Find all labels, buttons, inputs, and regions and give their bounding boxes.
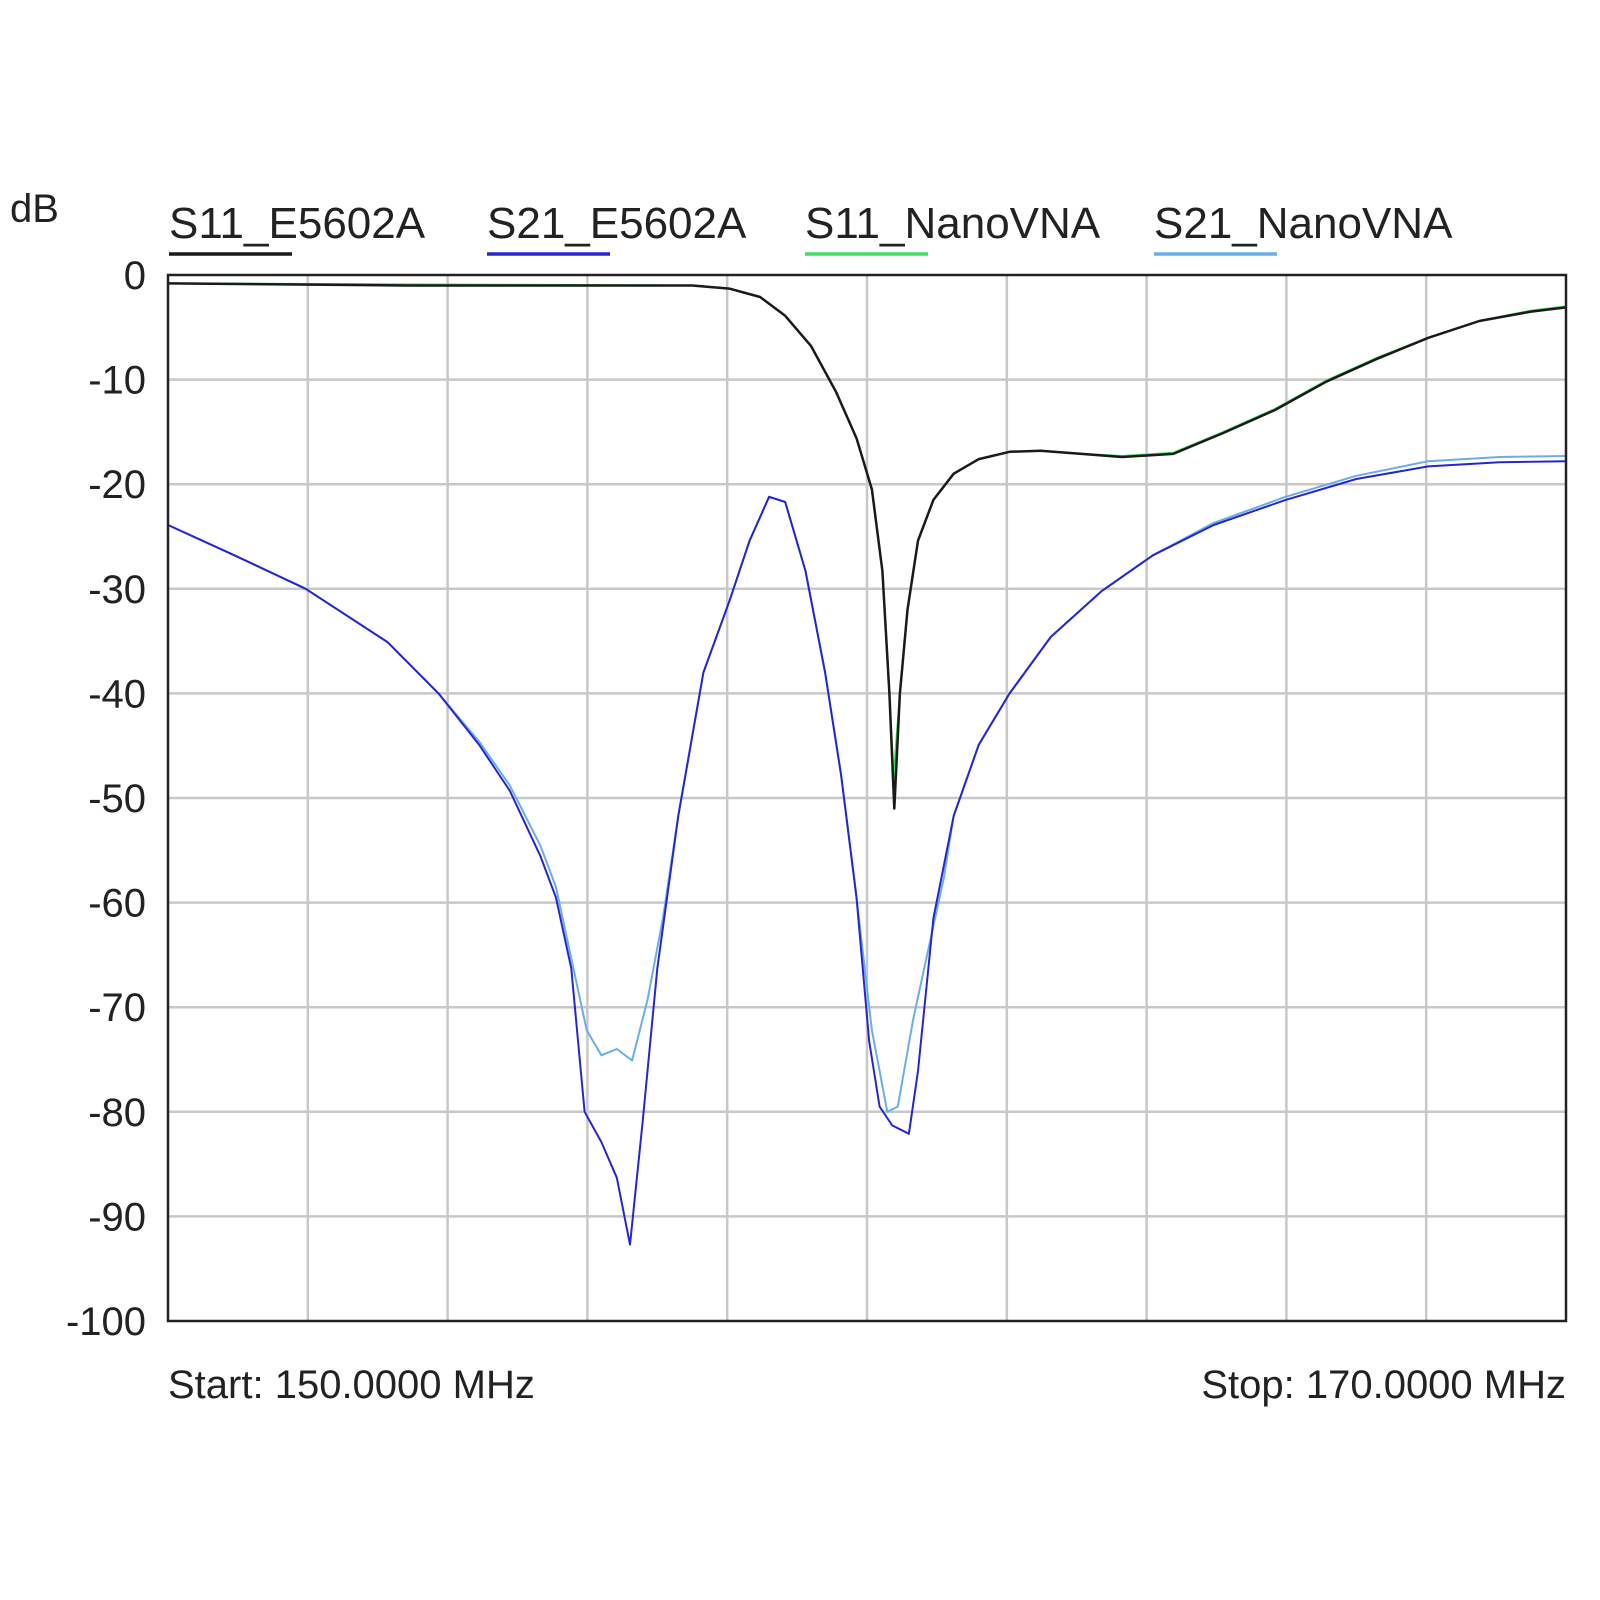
y-tick-label: 0 — [124, 254, 146, 298]
legend-label: S21_E5602A — [487, 199, 747, 248]
y-axis-label: dB — [10, 187, 59, 231]
start-frequency-label: Start: 150.0000 MHz — [168, 1363, 535, 1407]
y-tick-label: -80 — [88, 1091, 146, 1135]
legend: S11_E5602A S21_E5602A S11_NanoVNA S21_NanoV… — [169, 199, 1453, 256]
y-tick-label: -50 — [88, 777, 146, 821]
y-tick-labels: 0 -10 -20 -30 -40 -50 -60 -70 -80 -90 -100 — [66, 254, 146, 1344]
legend-label: S11_E5602A — [169, 199, 426, 248]
y-tick-label: -90 — [88, 1195, 146, 1239]
y-tick-label: -100 — [66, 1300, 146, 1344]
plot-frame — [166, 273, 1568, 1323]
legend-label: S11_NanoVNA — [805, 199, 1101, 248]
y-tick-label: -30 — [88, 568, 146, 612]
series-lines — [167, 282, 1567, 1246]
y-tick-label: -60 — [88, 882, 146, 926]
legend-item: S11_E5602A — [169, 199, 426, 256]
legend-item: S21_E5602A — [487, 199, 747, 256]
stop-frequency-label: Stop: 170.0000 MHz — [1201, 1363, 1566, 1407]
legend-item: S21_NanoVNA — [1154, 199, 1453, 256]
grid — [168, 275, 1566, 1321]
y-tick-label: -10 — [88, 359, 146, 403]
y-tick-label: -70 — [88, 986, 146, 1030]
y-tick-label: -20 — [88, 463, 146, 507]
series-line-s21-e5602a — [167, 460, 1567, 1246]
legend-label: S21_NanoVNA — [1154, 199, 1453, 248]
legend-item: S11_NanoVNA — [805, 199, 1101, 256]
series-line-s11-e5602a — [167, 282, 1567, 810]
y-tick-label: -40 — [88, 672, 146, 716]
